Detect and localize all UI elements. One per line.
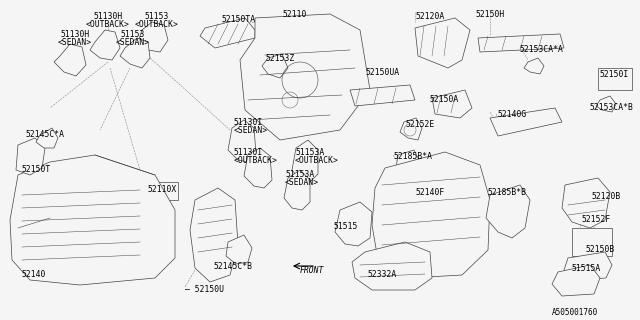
Text: 52145C*A: 52145C*A <box>26 130 65 139</box>
Text: 52150A: 52150A <box>430 95 460 104</box>
Text: 52145C*B: 52145C*B <box>214 262 253 271</box>
Polygon shape <box>478 34 564 52</box>
Text: 52150TA: 52150TA <box>222 15 256 24</box>
Text: 52150I: 52150I <box>600 70 629 79</box>
Text: 51153: 51153 <box>145 12 169 21</box>
Polygon shape <box>415 18 470 68</box>
Polygon shape <box>400 118 422 140</box>
Text: 52332A: 52332A <box>368 270 397 279</box>
Text: A505001760: A505001760 <box>552 308 598 317</box>
Polygon shape <box>36 128 58 148</box>
Text: 52140G: 52140G <box>497 110 526 119</box>
Polygon shape <box>190 188 238 282</box>
Text: <OUTBACK>: <OUTBACK> <box>86 20 130 29</box>
Text: 52153Z: 52153Z <box>266 54 295 63</box>
Polygon shape <box>10 155 175 285</box>
Polygon shape <box>486 185 530 238</box>
Text: 52140: 52140 <box>22 270 46 279</box>
Text: 51153A: 51153A <box>285 170 314 179</box>
Text: 52140F: 52140F <box>415 188 444 197</box>
Text: — 52150U: — 52150U <box>185 285 224 294</box>
Text: 51515: 51515 <box>334 222 358 231</box>
Text: 52120A: 52120A <box>415 12 444 21</box>
Text: 51515A: 51515A <box>572 264 601 273</box>
Text: 52185B*B: 52185B*B <box>487 188 526 197</box>
Polygon shape <box>562 178 610 228</box>
Polygon shape <box>372 152 490 278</box>
Text: 52150B: 52150B <box>585 245 614 254</box>
Polygon shape <box>240 14 370 140</box>
Text: 52150H: 52150H <box>476 10 504 19</box>
Polygon shape <box>284 170 310 210</box>
Polygon shape <box>244 148 272 188</box>
Text: 52153CA*B: 52153CA*B <box>590 103 634 112</box>
Polygon shape <box>352 242 432 290</box>
Bar <box>572 228 612 256</box>
Polygon shape <box>200 18 255 48</box>
Text: 52152E: 52152E <box>406 120 435 129</box>
Polygon shape <box>120 38 150 68</box>
Text: <SEDAN>: <SEDAN> <box>58 38 92 47</box>
Polygon shape <box>228 120 256 162</box>
Text: 51130I: 51130I <box>234 148 263 157</box>
Polygon shape <box>262 54 288 78</box>
Bar <box>598 68 632 90</box>
Text: <SEDAN>: <SEDAN> <box>116 38 150 47</box>
Text: 52120B: 52120B <box>591 192 620 201</box>
Text: 51130H: 51130H <box>93 12 123 21</box>
Polygon shape <box>524 58 544 74</box>
Text: <OUTBACK>: <OUTBACK> <box>234 156 278 165</box>
Polygon shape <box>138 22 168 52</box>
Text: 51130I: 51130I <box>234 118 263 127</box>
Text: 51130H: 51130H <box>60 30 90 39</box>
Polygon shape <box>226 235 252 264</box>
Text: <SEDAN>: <SEDAN> <box>234 126 268 135</box>
Polygon shape <box>292 140 318 182</box>
Polygon shape <box>16 138 45 175</box>
Bar <box>152 182 178 200</box>
Polygon shape <box>432 90 472 118</box>
Polygon shape <box>350 85 415 106</box>
Text: 52150T: 52150T <box>22 165 51 174</box>
Polygon shape <box>552 265 600 296</box>
Text: 52110: 52110 <box>283 10 307 19</box>
Text: <OUTBACK>: <OUTBACK> <box>295 156 339 165</box>
Text: <OUTBACK>: <OUTBACK> <box>135 20 179 29</box>
Text: 52185B*A: 52185B*A <box>393 152 432 161</box>
Text: 52152F: 52152F <box>582 215 611 224</box>
Polygon shape <box>564 252 612 280</box>
Polygon shape <box>54 44 86 76</box>
Text: <SEDAN>: <SEDAN> <box>285 178 319 187</box>
Polygon shape <box>335 202 372 246</box>
Text: FRONT: FRONT <box>300 266 324 275</box>
Text: 52153CA*A: 52153CA*A <box>520 45 564 54</box>
Polygon shape <box>396 150 420 174</box>
Polygon shape <box>490 108 562 136</box>
Polygon shape <box>90 30 120 60</box>
Text: 51153A: 51153A <box>295 148 324 157</box>
Text: 52110X: 52110X <box>148 185 177 194</box>
Text: 51153: 51153 <box>121 30 145 39</box>
Text: 52150UA: 52150UA <box>365 68 399 77</box>
Polygon shape <box>596 96 616 112</box>
